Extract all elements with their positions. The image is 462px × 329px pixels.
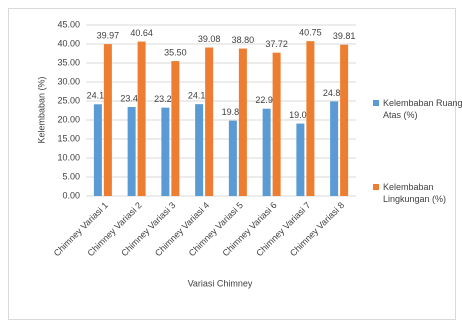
bar — [205, 47, 214, 196]
chart-border — [8, 8, 456, 320]
x-axis-title: Variasi Chimney — [188, 278, 253, 288]
value-label: 24.88 — [323, 88, 346, 98]
bar — [195, 104, 204, 196]
bar — [330, 101, 339, 196]
bar — [238, 48, 247, 197]
bar — [272, 52, 281, 196]
value-label: 40.64 — [130, 28, 153, 38]
value-label: 39.08 — [198, 34, 221, 44]
value-label: 24.17 — [188, 91, 211, 101]
y-tick-label: 35.00 — [57, 57, 80, 67]
bar — [306, 41, 315, 197]
legend-swatch — [373, 100, 379, 106]
value-label: 22.97 — [255, 95, 278, 105]
y-tick-label: 15.00 — [57, 133, 80, 143]
value-label: 24.14 — [87, 91, 110, 101]
value-label: 23.25 — [154, 94, 177, 104]
bar — [137, 41, 146, 197]
value-label: 35.50 — [164, 47, 187, 57]
bar — [171, 61, 180, 196]
value-label: 40.75 — [299, 28, 322, 38]
bar — [262, 108, 271, 196]
bar — [127, 107, 136, 196]
y-tick-label: 30.00 — [57, 76, 80, 86]
y-tick-label: 20.00 — [57, 114, 80, 124]
value-label: 19.83 — [222, 107, 245, 117]
y-axis-title: Kelembaban (%) — [36, 76, 46, 143]
bar — [296, 123, 305, 196]
bar — [93, 104, 102, 196]
legend-label: Kelembaban Lingkungan (%) — [383, 182, 447, 204]
bar — [340, 44, 349, 196]
bar — [103, 44, 112, 196]
bar — [228, 120, 237, 196]
value-label: 37.72 — [265, 39, 288, 49]
y-tick-label: 45.00 — [57, 19, 80, 29]
y-tick-label: 40.00 — [57, 38, 80, 48]
value-label: 23.42 — [120, 93, 143, 103]
y-tick-label: 10.00 — [57, 152, 80, 162]
y-tick-label: 25.00 — [57, 95, 80, 105]
value-label: 19.06 — [289, 110, 312, 120]
legend-label: Kelembaban Ruang Atas (%) — [383, 98, 462, 120]
value-label: 39.97 — [97, 30, 120, 40]
value-label: 39.81 — [333, 31, 356, 41]
value-label: 38.80 — [232, 35, 255, 45]
bar — [161, 107, 170, 196]
legend-swatch — [373, 184, 379, 190]
y-tick-label: 5.00 — [62, 171, 80, 181]
y-tick-label: 0.00 — [62, 190, 80, 200]
